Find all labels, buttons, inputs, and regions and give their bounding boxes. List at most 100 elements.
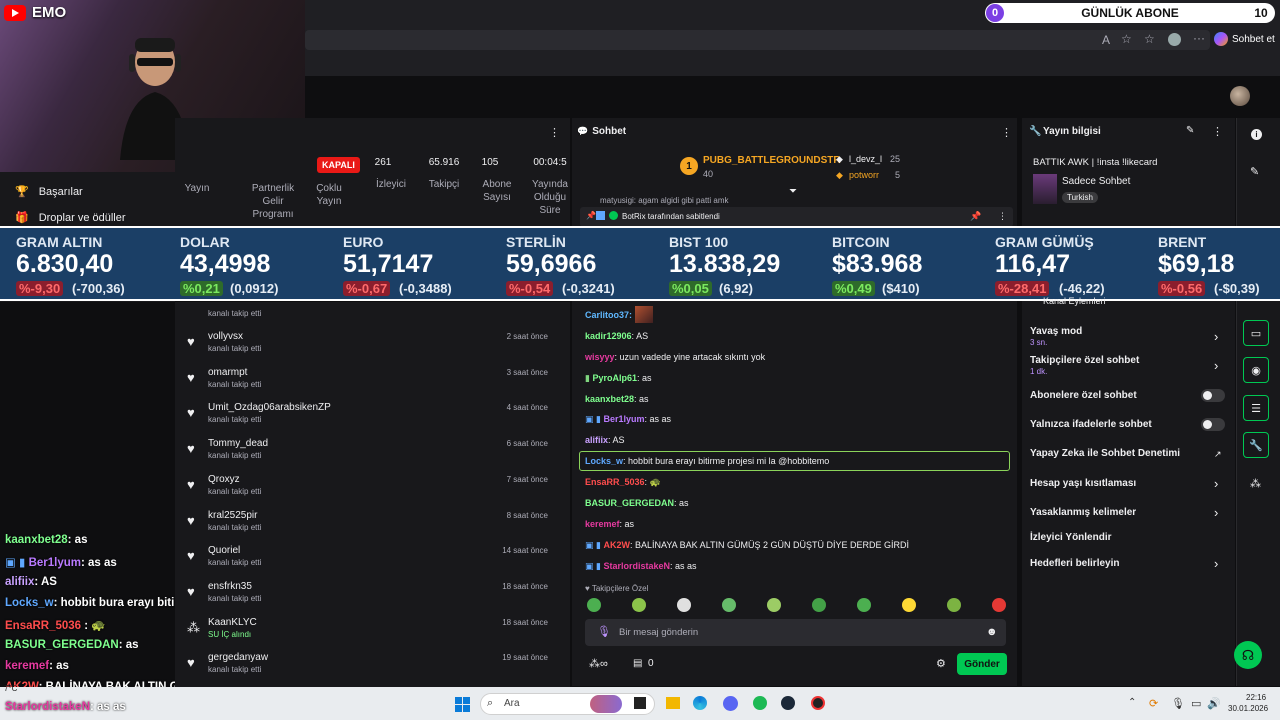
category-name[interactable]: Sadece Sohbet	[1062, 176, 1131, 187]
follower-name[interactable]: omarmpt	[208, 366, 248, 378]
edit-icon[interactable]: ✎	[1250, 166, 1260, 178]
read-aloud-icon[interactable]: A	[1102, 33, 1111, 47]
follower-row[interactable]: ♥ vollyvsx kanalı takip etti 2 saat önce	[185, 331, 560, 365]
setting-raid[interactable]: İzleyici Yönlendir	[1030, 532, 1112, 543]
microphone-icon[interactable]: 🎙	[597, 626, 611, 638]
tray-mic-icon[interactable]: 🎙	[1171, 698, 1185, 710]
collapse-icon[interactable]: ⏷	[789, 186, 797, 197]
chat-username[interactable]: Carlitoo37	[585, 310, 630, 320]
chat-username[interactable]: alifiix	[585, 435, 609, 445]
emote-icon[interactable]	[902, 598, 916, 612]
follower-name[interactable]: ensfrkn35	[208, 580, 252, 592]
follower-row[interactable]: ♥ gergedanyaw kanalı takip etti 19 saat önc…	[185, 652, 560, 686]
gifter-name[interactable]: l_devz_l	[849, 154, 883, 164]
chat-username[interactable]: kadir12906	[585, 331, 632, 341]
emote-picker-icon[interactable]: ☻	[986, 626, 998, 638]
chat-message[interactable]: ▣ ▮ Ber1lyum: as as	[585, 414, 672, 424]
category-thumbnail[interactable]	[1033, 174, 1057, 204]
chat-message[interactable]: BASUR_GERGEDAN: as	[585, 498, 689, 508]
chevron-right-icon[interactable]: ›	[1214, 358, 1219, 373]
user-avatar[interactable]	[1230, 86, 1250, 106]
setting-goals[interactable]: Hedefleri belirleyin	[1030, 558, 1120, 569]
setting-emote-only[interactable]: Yalnızca ifadelerle sohbet	[1030, 419, 1152, 430]
emote-icon[interactable]	[857, 598, 871, 612]
emote-icon[interactable]	[722, 598, 736, 612]
chevron-right-icon[interactable]: ›	[1214, 476, 1219, 491]
network-icon[interactable]: ▭	[1191, 698, 1202, 710]
follower-row[interactable]: ⁂ KaanKLYC SU İÇ alındı 18 saat önce	[185, 617, 560, 651]
obs-icon[interactable]	[811, 696, 825, 710]
sidebar-item-drops[interactable]: 🎁 Droplar ve ödüller	[15, 211, 126, 225]
emote-icon[interactable]	[812, 598, 826, 612]
chat-message[interactable]: ▮ PyroAlp61: as	[585, 373, 652, 383]
chat-message[interactable]: EnsaRR_5036: 🐢	[585, 477, 661, 487]
chat-message[interactable]: alifiix: AS	[585, 435, 625, 445]
chat-username[interactable]: Locks_w	[585, 456, 624, 466]
emote-icon[interactable]	[632, 598, 646, 612]
chat-username[interactable]: PyroAlp61	[592, 373, 637, 383]
rail-broadcast-icon[interactable]: ◉	[1243, 357, 1269, 383]
chat-input[interactable]	[585, 619, 1006, 646]
emote-icon[interactable]	[767, 598, 781, 612]
sidebar-item-achievements[interactable]: 🏆 Başarılar	[15, 185, 83, 199]
chat-username[interactable]: StarlordistakeN	[603, 561, 670, 571]
collections-icon[interactable]: ☆	[1144, 32, 1155, 46]
copilot-chat-button[interactable]: Sohbet et	[1214, 32, 1275, 46]
chat-message[interactable]: wisyyy: uzun vadede yine artacak sıkıntı…	[585, 352, 766, 362]
stats-more-icon[interactable]: ⋮	[549, 127, 560, 139]
follower-row[interactable]: ♥ Umit_Ozdag06arabsikenZP kanalı takip ett…	[185, 402, 560, 436]
emote-icon[interactable]	[947, 598, 961, 612]
setting-followers-only[interactable]: Takipçilere özel sohbet	[1030, 355, 1140, 366]
rail-community-icon[interactable]: ⁂	[1250, 478, 1261, 490]
follower-name[interactable]: vollyvsx	[208, 331, 244, 342]
profile-icon[interactable]	[1168, 33, 1181, 46]
setting-ai-moderation[interactable]: Yapay Zeka ile Sohbet Denetimi	[1030, 448, 1181, 459]
setting-slow-mode[interactable]: Yavaş mod	[1030, 326, 1083, 337]
edge-icon[interactable]	[693, 696, 707, 710]
chat-username[interactable]: EnsaRR_5036	[585, 477, 645, 487]
chat-message[interactable]: ▣ ▮ AK2W: BALİNAYA BAK ALTIN GÜMÜŞ 2 GÜN…	[585, 540, 910, 550]
follower-row[interactable]: ♥ Tommy_dead kanalı takip etti 6 saat önce	[185, 438, 560, 472]
follower-name[interactable]: Tommy_dead	[208, 438, 269, 450]
external-link-icon[interactable]: ↗	[1214, 449, 1222, 459]
follower-row[interactable]: ♥ ensfrkn35 kanalı takip etti 18 saat önce	[185, 581, 560, 615]
unpin-icon[interactable]: 📌	[970, 211, 982, 221]
follower-row[interactable]: ♥ kral2525pir kanalı takip etti 8 saat önce	[185, 510, 560, 544]
emote-icon[interactable]	[587, 598, 601, 612]
address-bar[interactable]	[305, 30, 1210, 50]
info-icon[interactable]: i	[1251, 129, 1262, 140]
setting-banned-words[interactable]: Yasaklanmış kelimeler	[1030, 507, 1137, 518]
more-menu-icon[interactable]: ···	[1193, 31, 1205, 45]
chevron-right-icon[interactable]: ›	[1214, 505, 1219, 520]
chat-username[interactable]: kaanxbet28	[585, 394, 635, 404]
windows-start-icon[interactable]	[455, 697, 470, 712]
rail-wrench-icon[interactable]: 🔧	[1243, 432, 1269, 458]
support-headset-icon[interactable]: ☊	[1234, 641, 1262, 669]
chat-message[interactable]: kadir12906: AS	[585, 331, 649, 341]
pinned-more-icon[interactable]: ⋮	[998, 211, 1007, 221]
follower-name[interactable]: Quoriel	[208, 545, 241, 557]
steam-icon[interactable]	[781, 696, 795, 710]
clock-date[interactable]: 30.01.2026	[1228, 704, 1269, 713]
follower-name[interactable]: Qroxyz	[208, 473, 240, 485]
follower-name[interactable]: gergedanyaw	[208, 652, 269, 664]
follower-name[interactable]: Umit_Ozdag06arabsikenZP	[208, 402, 331, 414]
edit-pencil-icon[interactable]: ✎	[1186, 125, 1195, 136]
follower-name[interactable]: kral2525pir	[208, 509, 258, 521]
follower-row[interactable]: ♥ omarmpt kanalı takip etti 3 saat önce	[185, 367, 560, 401]
discord-icon[interactable]	[723, 696, 738, 711]
task-view-icon[interactable]	[634, 697, 646, 709]
emote-only-toggle[interactable]	[1201, 418, 1225, 431]
follower-row[interactable]: ♥ Qroxyz kanalı takip etti 7 saat önce	[185, 474, 560, 508]
chat-message[interactable]: keremef: as	[585, 519, 635, 529]
top-gifter-name[interactable]: PUBG_BATTLEGROUNDSTR	[703, 155, 841, 166]
follower-row[interactable]: ♥ Quoriel kanalı takip etti 14 saat önce	[185, 545, 560, 579]
subs-only-toggle[interactable]	[1201, 389, 1225, 402]
send-button[interactable]: Gönder	[957, 653, 1007, 675]
emote-icon[interactable]	[992, 598, 1006, 612]
chevron-right-icon[interactable]: ›	[1214, 556, 1219, 571]
chat-message[interactable]: Carlitoo37:	[585, 306, 653, 323]
file-explorer-icon[interactable]	[666, 697, 680, 709]
info-more-icon[interactable]: ⋮	[1212, 126, 1223, 138]
chat-username[interactable]: BASUR_GERGEDAN	[585, 498, 675, 508]
